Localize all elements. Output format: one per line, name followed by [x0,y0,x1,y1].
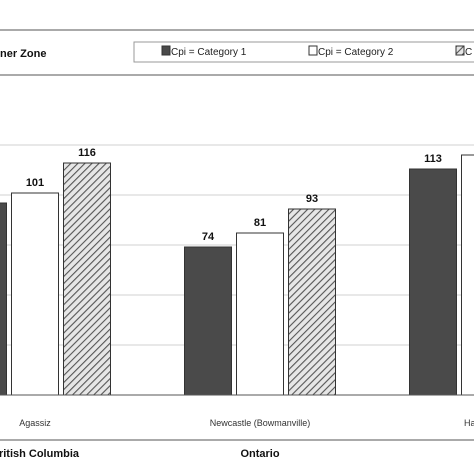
bar-3-2 [288,208,336,396]
value-label-1-3: 113 [424,153,442,165]
value-label-2-1: 101 [26,177,44,189]
value-label-1-2: 74 [202,231,215,243]
chart-title: ner Zone [0,48,46,60]
bar-2-2 [236,232,284,396]
category-label-2: Newcastle (Bowmanville) [210,418,311,428]
category-label-3: Harrington [464,418,474,428]
group-labels: British Columbia Ontario [0,448,280,460]
bar-1-3 [409,168,457,396]
group-label-1: British Columbia [0,448,80,460]
value-label-3-2: 93 [306,193,318,205]
bar-2-1 [11,192,59,396]
legend-label-1: Cpi = Category 1 [171,47,247,58]
group-label-2: Ontario [240,448,279,460]
legend-entry-3: C [455,45,472,58]
value-labels: 1011167481931131 [26,147,442,243]
category-label-1: Agassiz [19,418,51,428]
legend-swatch-3 [455,45,465,56]
legend-entry-1: Cpi = Category 1 [161,45,247,58]
value-label-2-2: 81 [254,217,266,229]
value-label-3-1: 116 [78,147,96,159]
legend-entry-2: Cpi = Category 2 [308,45,394,58]
bar-1-2 [184,246,232,396]
legend-swatch-1 [161,45,171,56]
legend-label-3: C [465,47,472,58]
legend-box [133,41,474,63]
legend-label-2: Cpi = Category 2 [318,47,394,58]
legend-swatch-2 [308,45,318,56]
bar-1-1 [0,202,7,396]
bar-2-3 [461,154,474,396]
category-labels: Agassiz Newcastle (Bowmanville) Harrington [19,418,474,428]
bars [0,154,474,396]
bar-3-1 [63,162,111,396]
